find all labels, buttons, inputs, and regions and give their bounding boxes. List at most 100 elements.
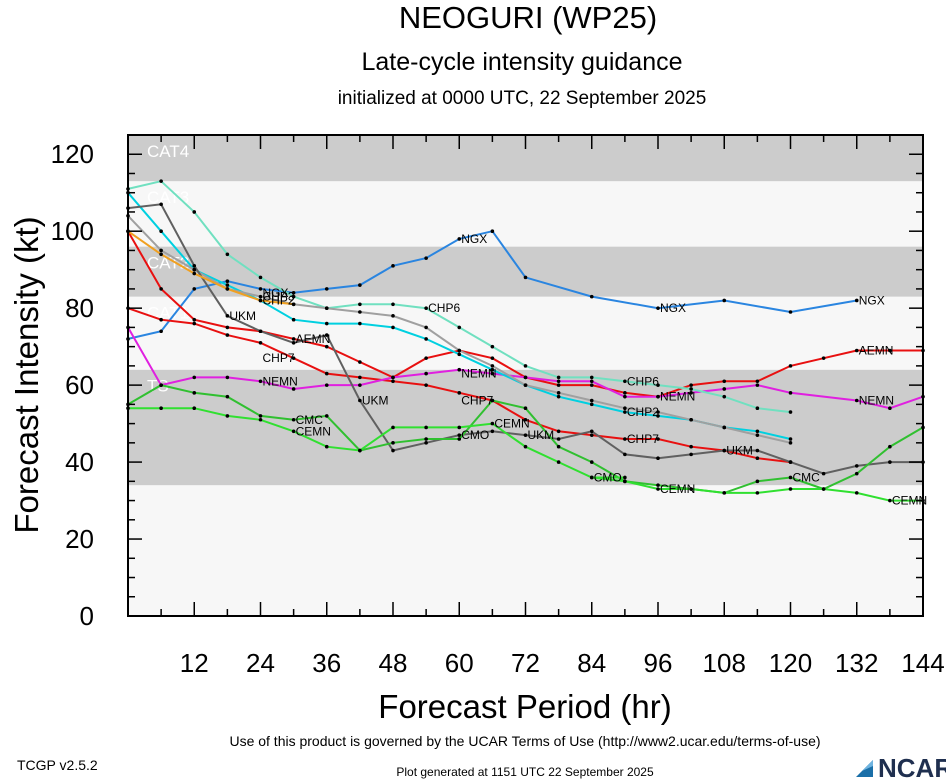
data-point-cemn [888, 498, 892, 503]
data-point-nemn [490, 371, 495, 376]
data-point-chp2 [556, 394, 561, 399]
data-point-cemn [556, 460, 561, 464]
data-point-nemn [589, 379, 594, 384]
series-labels: NGXNGXNGXNGXAEMNAEMNCHP7CHP7CHP7NEMNNEMN… [229, 232, 927, 508]
data-point-ukm [258, 329, 263, 334]
data-point-nemn [192, 375, 197, 380]
data-point-chp7 [391, 379, 395, 384]
model-label-nemn: NEMN [660, 390, 695, 404]
data-point-chp3 [556, 391, 561, 395]
data-point-chp3 [258, 294, 263, 299]
data-point-chp3 [457, 348, 462, 353]
data-point-cmc [159, 383, 163, 387]
data-point-ukm [656, 456, 660, 461]
data-point-chp6 [689, 387, 693, 391]
data-point-ngx [490, 229, 495, 233]
data-point-cmc [523, 406, 528, 411]
data-point-ukm [589, 429, 594, 434]
data-point-nemn [424, 371, 428, 376]
x-tick-label: 72 [511, 648, 540, 678]
version-text: TCGP v2.5.2 [17, 757, 98, 773]
data-point-ngx [192, 287, 197, 291]
data-point-cemn [788, 487, 793, 491]
y-tick-label: 20 [65, 524, 94, 554]
model-label-ukm: UKM [726, 444, 753, 458]
data-point-cmc [258, 414, 263, 418]
data-point-nemn [689, 391, 693, 395]
data-point-ngx [258, 287, 263, 291]
x-axis-title: Forecast Period (hr) [378, 688, 671, 725]
data-point-chp6 [722, 394, 727, 399]
data-point-ukm [457, 433, 462, 437]
terms-text: Use of this product is governed by the U… [229, 733, 820, 749]
model-label-cmo: CMO [461, 428, 489, 442]
data-point-ngx [358, 283, 362, 287]
model-label-chp7: CHP7 [461, 394, 493, 408]
data-point-chp6 [788, 410, 793, 414]
y-tick-label: 80 [65, 293, 94, 323]
data-point-chp7 [656, 437, 660, 441]
data-point-chp7 [755, 456, 760, 461]
data-point-cemn [821, 487, 826, 491]
data-point-orange [225, 287, 230, 291]
model-label-chp2: CHP2 [263, 293, 295, 307]
x-tick-label: 120 [769, 648, 812, 678]
data-point-aemn [324, 344, 329, 349]
data-point-chp7 [589, 433, 594, 437]
data-point-chp2 [324, 321, 329, 326]
generated-text: Plot generated at 1151 UTC 22 September … [396, 765, 654, 779]
data-point-ukm [159, 202, 163, 207]
data-point-chp2 [391, 325, 395, 330]
ncar-logo: NCAR [856, 753, 946, 780]
data-point-chp6 [490, 344, 495, 349]
data-point-chp3 [689, 417, 693, 422]
data-point-chp3 [192, 267, 197, 272]
data-point-ukm [888, 460, 892, 464]
data-point-cemn [755, 491, 760, 495]
data-point-aemn [225, 325, 230, 330]
data-point-chp3 [424, 325, 428, 330]
data-point-cmc [788, 475, 793, 480]
data-point-ukm [424, 441, 428, 445]
data-point-ukm [788, 460, 793, 464]
data-point-aemn [490, 356, 495, 360]
data-point-ukm [291, 340, 296, 345]
data-point-chp3 [589, 398, 594, 403]
data-point-ngx [457, 237, 462, 241]
data-point-cemn [291, 429, 296, 434]
model-label-chp7: CHP7 [627, 432, 659, 446]
data-point-chp6 [623, 379, 627, 384]
x-tick-label: 132 [835, 648, 878, 678]
data-point-nemn [788, 391, 793, 395]
data-point-chp7 [192, 321, 197, 326]
data-point-chp2 [291, 317, 296, 322]
ncar-logo-mark-highlight [862, 760, 873, 771]
data-point-chp7 [159, 317, 163, 322]
model-label-cemn: CEMN [660, 482, 695, 496]
data-point-aemn [556, 383, 561, 387]
model-label-cmc: CMC [793, 470, 821, 484]
data-point-cemn [324, 444, 329, 449]
data-point-ukm [391, 448, 395, 453]
data-point-aemn [358, 360, 362, 364]
data-point-chp2 [490, 367, 495, 372]
data-point-nemn [755, 383, 760, 387]
data-point-cmc [192, 391, 197, 395]
y-tick-label: 100 [51, 216, 94, 246]
data-point-chp2 [225, 283, 230, 287]
data-point-cemn [523, 444, 528, 449]
data-point-chp7 [523, 417, 528, 422]
data-point-cmc [391, 441, 395, 445]
data-point-ngx [788, 310, 793, 314]
data-point-ukm [192, 264, 197, 268]
data-point-chp6 [192, 210, 197, 214]
data-point-cemn [457, 425, 462, 430]
data-point-chp2 [623, 410, 627, 414]
data-point-chp6 [159, 179, 163, 183]
data-point-chp6 [656, 383, 660, 387]
model-label-cmo: CMO [594, 470, 622, 484]
data-point-cmc [424, 437, 428, 441]
data-point-nemn [623, 394, 627, 399]
data-point-chp3 [490, 364, 495, 368]
